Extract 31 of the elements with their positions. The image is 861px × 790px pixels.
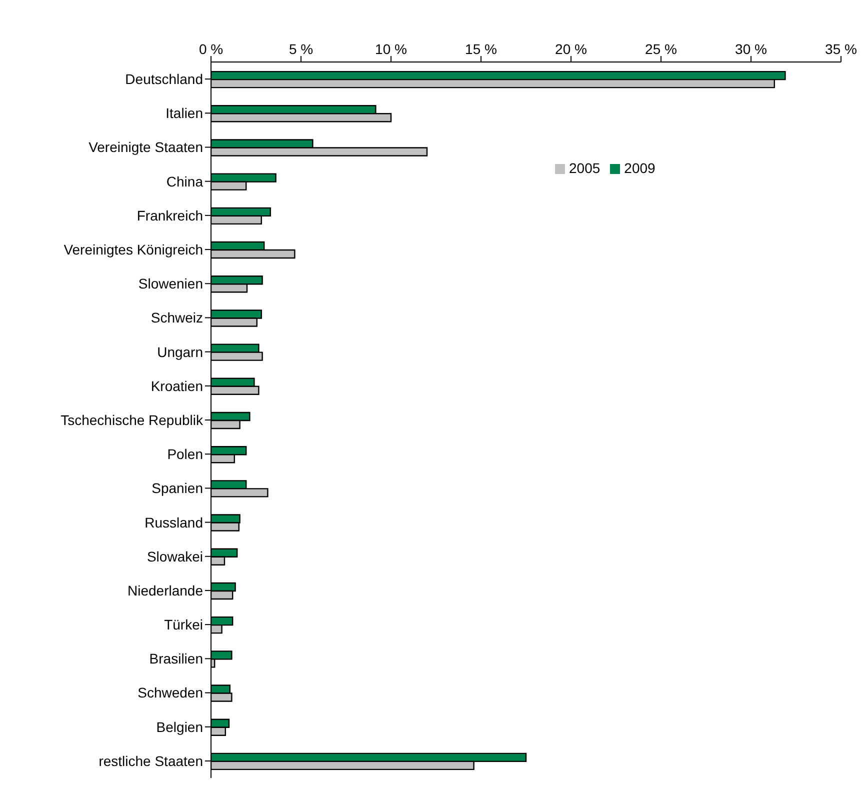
y-tick-label: Spanien <box>152 480 203 496</box>
y-tick-label: Slowakei <box>146 548 203 564</box>
x-tick-label: 5 % <box>288 41 314 57</box>
x-tick-label: 25 % <box>645 41 677 57</box>
legend-label: 2005 <box>569 160 600 176</box>
x-tick-label: 30 % <box>735 41 767 57</box>
y-tick-label: Slowenien <box>138 276 203 292</box>
y-tick-label: Tschechische Republik <box>60 412 204 428</box>
y-tick-label: Niederlande <box>128 582 204 598</box>
y-tick-label: Russland <box>144 514 203 530</box>
y-tick-label: Schweden <box>138 684 203 701</box>
x-tick-label: 10 % <box>375 41 407 57</box>
y-tick-label: Schweiz <box>150 310 203 326</box>
y-tick-label: restliche Staaten <box>98 752 203 769</box>
y-tick-label: China <box>166 173 204 190</box>
y-tick-label: Belgien <box>156 718 203 735</box>
x-tick-label: 35 % <box>825 41 857 57</box>
y-tick-label: Türkei <box>164 616 203 633</box>
y-tick-label: Vereinigtes Königreich <box>64 241 203 258</box>
x-tick-label: 20 % <box>555 41 587 57</box>
y-tick-label: Vereinigte Staaten <box>88 139 203 156</box>
y-tick-label: Frankreich <box>136 207 203 224</box>
y-tick-label: Deutschland <box>125 71 203 88</box>
legend-label: 2009 <box>624 160 656 176</box>
x-tick-label: 0 % <box>198 41 224 57</box>
y-tick-label: Italien <box>166 105 203 122</box>
y-tick-label: Kroatien <box>150 378 203 394</box>
y-tick-label: Ungarn <box>157 344 203 360</box>
x-tick-label: 15 % <box>465 41 497 57</box>
y-tick-label: Brasilien <box>149 650 203 667</box>
y-tick-label: Polen <box>167 446 203 462</box>
